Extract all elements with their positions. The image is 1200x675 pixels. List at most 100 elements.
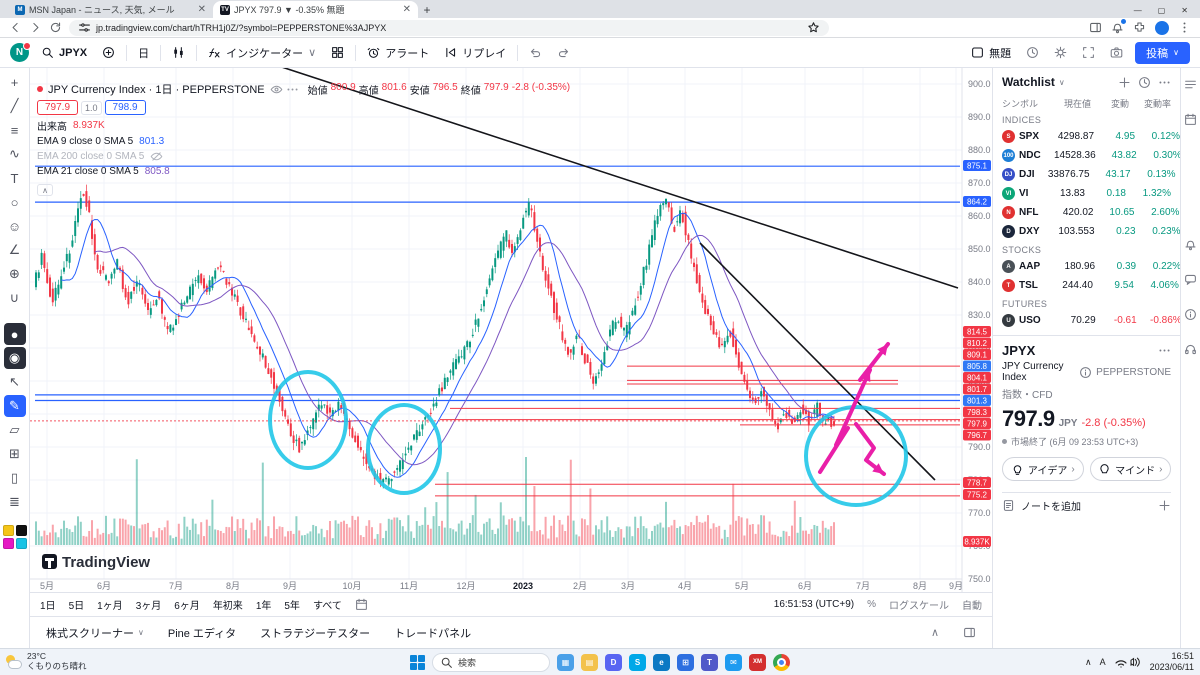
eye-off-icon[interactable] [150, 150, 163, 163]
chevron-down-icon[interactable]: ∨ [1058, 77, 1065, 87]
add-note-icon[interactable] [1158, 499, 1171, 512]
calendar-icon[interactable] [1184, 113, 1197, 126]
reload-icon[interactable] [49, 21, 62, 34]
browser-menu-icon[interactable] [1178, 21, 1191, 34]
start-button[interactable] [410, 654, 425, 670]
task-view-icon[interactable]: ▦ [557, 653, 574, 671]
hide-drawings-tool[interactable]: ◉ [3, 347, 26, 369]
ruler-tool[interactable]: ⊞ [9, 446, 20, 461]
emoji-tool[interactable]: ☺ [7, 218, 22, 234]
sell-price-box[interactable]: 797.9 [37, 100, 79, 115]
auto-scale-button[interactable]: 自動 [962, 601, 982, 612]
dot-brush-tool[interactable]: ● [3, 323, 26, 345]
weather-widget[interactable]: 23°C くもりのち晴れ [6, 651, 176, 672]
replay-button[interactable]: リプレイ [437, 42, 513, 64]
range-button-1日[interactable]: 1日 [40, 601, 56, 612]
shapes-tool[interactable]: ○ [10, 194, 19, 210]
clock-readout[interactable]: 16:51:53 (UTC+9) [773, 599, 855, 610]
watchlist-title[interactable]: Watchlist [1002, 75, 1055, 89]
close-tab-icon[interactable]: ✕ [402, 3, 411, 15]
recent-icon[interactable] [1138, 76, 1151, 89]
hidden-icons-chevron[interactable]: ∧ [1085, 656, 1092, 667]
range-button-3ヶ月[interactable]: 3ヶ月 [135, 601, 162, 612]
watchlist-row-ndc[interactable]: 100 NDC 14528.36 43.82 0.30% [993, 146, 1180, 165]
help-icon[interactable] [1184, 343, 1197, 356]
add-note-row[interactable]: ノートを追加 [1002, 492, 1171, 518]
column-header[interactable]: 現在値 [1063, 99, 1091, 109]
chrome-icon[interactable] [773, 653, 790, 671]
watchlist-icon[interactable] [1184, 78, 1197, 91]
teams-icon[interactable]: T [701, 653, 718, 671]
buy-price-box[interactable]: 798.9 [104, 100, 146, 115]
edge-icon[interactable]: e [653, 653, 670, 671]
profile-avatar[interactable] [1155, 20, 1169, 35]
file-explorer-icon[interactable]: ▤ [581, 653, 598, 671]
bottom-tab-1[interactable]: Pine エディタ [167, 627, 237, 640]
ime-indicator[interactable]: A [1099, 657, 1106, 667]
browser-tab-msn[interactable]: M MSN Japan - ニュース, 天気, メール ✕ [8, 1, 213, 18]
watchlist-row-nfl[interactable]: N NFL 420.02 10.65 2.60% [993, 203, 1180, 222]
quick-search-button[interactable] [1019, 42, 1046, 64]
percent-scale-button[interactable]: % [867, 599, 876, 610]
color-swatch-3[interactable] [15, 538, 27, 549]
new-tab-button[interactable]: + [423, 3, 431, 17]
skype-icon[interactable]: S [629, 653, 646, 671]
panel-collapse-icon[interactable]: ∧ [930, 627, 939, 639]
column-header[interactable]: 変動率 [1143, 99, 1171, 109]
grid-layout-button[interactable] [324, 42, 351, 64]
add-symbol-icon[interactable] [1118, 76, 1131, 89]
bookmark-star-icon[interactable] [807, 21, 820, 34]
taskbar-clock[interactable]: 16:51 2023/06/11 [1149, 651, 1194, 672]
minimize-button[interactable]: — [1133, 6, 1142, 15]
watchlist-row-dji[interactable]: DJ DJI 33876.75 43.17 0.13% [993, 165, 1180, 184]
pattern-tool[interactable]: ∿ [9, 146, 20, 161]
legend-collapse-button[interactable]: ∧ [37, 184, 53, 196]
chart-style-button[interactable] [165, 42, 192, 64]
alerts-icon[interactable] [1184, 238, 1197, 251]
range-button-5年[interactable]: 5年 [284, 601, 300, 612]
maximize-button[interactable]: ▢ [1157, 6, 1166, 15]
address-bar[interactable]: jp.tradingview.com/chart/hTRH1j0Z/?symbo… [69, 19, 829, 36]
symbol-search-button[interactable]: JPYX [34, 42, 94, 64]
compare-button[interactable] [95, 42, 122, 64]
notifications-icon[interactable] [1111, 19, 1126, 34]
indicators-button[interactable]: インジケーター ∨ [201, 42, 323, 64]
fullscreen-button[interactable] [1075, 42, 1102, 64]
detail-menu-icon[interactable] [1158, 344, 1171, 357]
undo-button[interactable] [522, 42, 549, 64]
watchlist-row-uso[interactable]: U USO 70.29 -0.61 -0.86% [993, 311, 1180, 330]
watchlist-row-aap[interactable]: A AAP 180.96 0.39 0.22% [993, 257, 1180, 276]
go-to-date-icon[interactable] [355, 598, 368, 611]
store-icon[interactable]: ⊞ [677, 653, 694, 671]
watchlist-menu-icon[interactable] [1158, 76, 1171, 89]
color-swatch-2[interactable] [2, 538, 14, 549]
color-swatch-0[interactable] [2, 525, 14, 536]
range-button-5日[interactable]: 5日 [68, 601, 85, 612]
range-button-1ヶ月[interactable]: 1ヶ月 [97, 601, 123, 612]
watchlist-row-spx[interactable]: S SPX 4298.87 4.95 0.12% [993, 127, 1180, 146]
range-button-年初来[interactable]: 年初来 [212, 601, 243, 612]
user-avatar[interactable]: N [10, 42, 31, 62]
fib-retracement-tool[interactable]: ≡ [10, 122, 19, 138]
watchlist-row-dxy[interactable]: D DXY 103.553 0.23 0.23% [993, 222, 1180, 241]
data-window-icon[interactable] [1184, 308, 1197, 321]
network-volume-icons[interactable] [1114, 656, 1142, 668]
forward-icon[interactable] [29, 21, 42, 34]
range-button-6ヶ月[interactable]: 6ヶ月 [174, 601, 200, 612]
select-tool[interactable]: ↖ [9, 374, 20, 389]
redo-button[interactable] [550, 42, 577, 64]
text-tool[interactable]: T [10, 170, 19, 186]
bottom-tab-0[interactable]: 株式スクリーナー ∨ [46, 627, 144, 640]
publish-button[interactable]: 投稿 ∨ [1135, 41, 1190, 64]
price-chart[interactable]: 900.0 890.0 880.0 870.0 860.0 850.0 840.0 830.0… [30, 68, 992, 592]
mail-icon[interactable]: ✉ [725, 653, 742, 671]
object-tree-tool[interactable]: ≣ [9, 494, 20, 509]
magnet-tool[interactable]: ∪ [9, 290, 20, 305]
info-icon[interactable] [1079, 366, 1092, 379]
xm-trading-icon[interactable]: XM [749, 653, 766, 671]
measure-tool[interactable]: ∠ [8, 242, 21, 257]
more-icon[interactable] [286, 83, 299, 96]
detail-name[interactable]: JPY Currency Index [1002, 361, 1064, 383]
crosshair-tool[interactable]: + [10, 74, 19, 90]
alert-button[interactable]: アラート [360, 42, 436, 64]
